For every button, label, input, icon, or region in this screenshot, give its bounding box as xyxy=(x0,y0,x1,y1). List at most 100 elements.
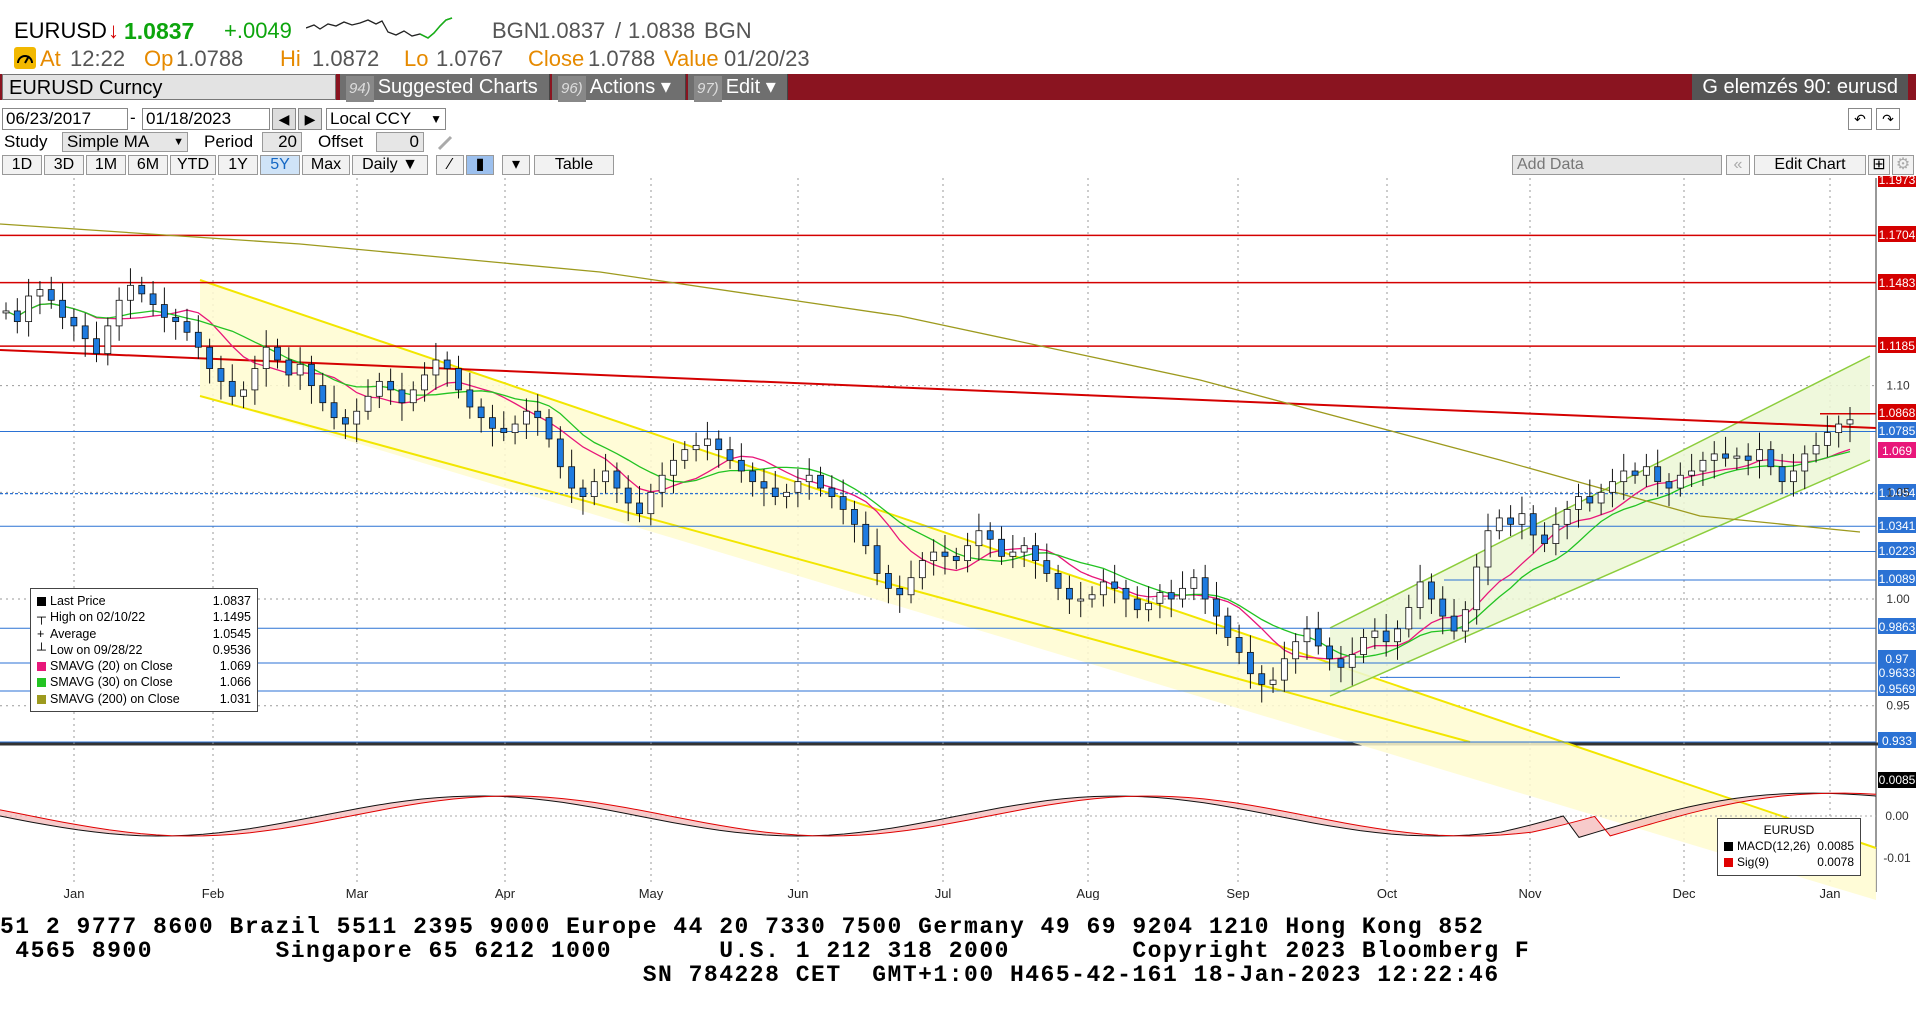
range-1d-button[interactable]: 1D xyxy=(2,155,42,175)
candle-body xyxy=(760,481,768,489)
candle-body xyxy=(93,338,100,355)
candle-body xyxy=(115,299,123,327)
candlesticks xyxy=(2,268,1854,703)
period-input[interactable]: 20 xyxy=(262,132,302,152)
legend-row-sma30: SMAVG (30) on Close 1.066 xyxy=(37,674,251,690)
candle-body xyxy=(1314,628,1322,647)
security-input[interactable]: EURUSD Curncy xyxy=(2,74,336,100)
candle-body xyxy=(1823,432,1831,446)
footer-line-3: SN 784228 CET GMT+1:00 H465-42-161 18-Ja… xyxy=(0,962,1500,988)
macd-line xyxy=(0,792,1877,838)
candle-body xyxy=(228,380,236,397)
gauge-icon xyxy=(14,47,36,69)
candle-body xyxy=(907,577,915,596)
edit-chart-button[interactable]: Edit Chart xyxy=(1754,155,1866,175)
candle-body xyxy=(986,530,994,540)
up-channel-lower xyxy=(1329,459,1871,697)
chart-settings-icon[interactable]: ⊞ xyxy=(1868,155,1890,175)
candle-body xyxy=(455,368,462,391)
candle-body xyxy=(500,427,508,433)
study-type: Simple MA xyxy=(67,132,150,151)
range-5y-button[interactable]: 5Y xyxy=(260,155,300,175)
candle-body xyxy=(285,359,293,376)
candle-body xyxy=(1303,628,1311,643)
candle-body xyxy=(1099,581,1107,596)
gear-icon[interactable]: ⚙ xyxy=(1892,155,1914,175)
candle-body xyxy=(1699,459,1707,472)
range-1y-button[interactable]: 1Y xyxy=(218,155,258,175)
candle-body xyxy=(1201,577,1209,600)
suggested-charts-button[interactable]: 94) Suggested Charts xyxy=(340,74,550,102)
high-value: 1.0872 xyxy=(312,46,380,71)
candle-body xyxy=(1812,444,1820,455)
candle-body xyxy=(1247,651,1254,675)
candle-body xyxy=(647,491,655,515)
price-tag-label: 1.0341 xyxy=(1879,519,1916,533)
range-ytd-button[interactable]: YTD xyxy=(170,155,216,175)
candle-body xyxy=(534,410,542,419)
study-type-select[interactable]: Simple MA ▼ xyxy=(62,132,188,152)
legend-swatch xyxy=(37,662,46,672)
price-tag-label: 1.0089 xyxy=(1879,572,1916,586)
actions-menu[interactable]: 96) Actions ▾ xyxy=(552,74,686,102)
legend-label: Average xyxy=(50,626,97,641)
bar-chart-icon[interactable]: ▮ xyxy=(466,155,494,175)
candle-body xyxy=(1733,455,1741,459)
chart-legend: Last Price 1.0837 ┬ High on 02/10/22 1.1495… xyxy=(30,588,258,712)
table-button[interactable]: Table xyxy=(534,155,614,175)
range-max-button[interactable]: Max xyxy=(302,155,350,175)
candle-body xyxy=(47,289,55,301)
candle-body xyxy=(590,481,598,497)
undo-button[interactable]: ↶ xyxy=(1848,108,1872,130)
offset-input[interactable]: 0 xyxy=(376,132,424,152)
price-tag-label: 0.9633 xyxy=(1879,666,1916,680)
frequency-select[interactable]: Daily ▼ xyxy=(352,155,428,175)
legend-value: 1.0545 xyxy=(212,626,251,641)
legend-value: 1.031 xyxy=(219,691,251,706)
candle-body xyxy=(1337,658,1345,668)
add-data-input[interactable]: Add Data xyxy=(1512,155,1722,175)
legend-label: High on 02/10/22 xyxy=(50,610,146,625)
candle-body xyxy=(1360,637,1367,655)
candle-body xyxy=(703,438,711,446)
range-3d-button[interactable]: 3D xyxy=(44,155,84,175)
chart-type-dropdown-icon[interactable]: ▾ xyxy=(502,155,530,175)
candle-body xyxy=(670,459,677,476)
prev-period-button[interactable]: ◀ xyxy=(272,108,296,130)
dropdown-arrow-icon: ▼ xyxy=(173,136,184,148)
high-marker-icon: ┬ xyxy=(37,610,46,625)
price-tag xyxy=(1878,517,1916,533)
range-6m-button[interactable]: 6M xyxy=(128,155,168,175)
edit-menu[interactable]: 97) Edit ▾ xyxy=(688,74,788,102)
line-chart-icon[interactable]: ⁄ xyxy=(436,155,464,175)
candle-body xyxy=(749,470,757,483)
next-period-button[interactable]: ▶ xyxy=(298,108,322,130)
candle-body xyxy=(1111,581,1119,589)
price-chart[interactable]: 1.1973 1.1704 1.1483 1.1185 1.0868 1.0785 1.06… xyxy=(0,176,1916,900)
collapse-icon[interactable]: « xyxy=(1726,155,1750,175)
x-month-label: Apr xyxy=(495,886,516,900)
legend-row-signal: Sig(9) 0.0078 xyxy=(1724,854,1854,870)
start-date-input[interactable]: 06/23/2017 xyxy=(2,108,128,130)
candle-body xyxy=(1586,496,1594,504)
price-tag xyxy=(1878,570,1916,586)
close-value: 1.0788 xyxy=(588,46,656,71)
candle-body xyxy=(1326,645,1334,660)
range-row: 1D 3D 1M 6M YTD 1Y 5Y Max Daily ▼ ⁄ ▮ ▾ … xyxy=(0,154,1916,176)
range-1m-button[interactable]: 1M xyxy=(86,155,126,175)
end-date-input[interactable]: 01/18/2023 xyxy=(142,108,270,130)
candle-body xyxy=(172,316,180,323)
pencil-icon[interactable] xyxy=(436,134,454,152)
ask-price: 1.0838 xyxy=(628,18,696,43)
price-source: BGN xyxy=(704,18,752,43)
macd-tick-label: 0.00 xyxy=(1885,809,1909,823)
currency-select[interactable]: Local CCY ▼ xyxy=(326,108,446,130)
redo-button[interactable]: ↷ xyxy=(1876,108,1900,130)
candle-body xyxy=(636,502,643,515)
price-tag xyxy=(1878,484,1916,500)
price-tag-label: 0.933 xyxy=(1882,734,1912,748)
quote-line: EURUSD ↓ 1.0837 +.0049 BGN 1.0837 / 1.08… xyxy=(14,14,1114,44)
date-range-row: 06/23/2017 - 01/18/2023 ◀ ▶ Local CCY ▼ ↶… xyxy=(0,106,1916,130)
candle-body xyxy=(1122,587,1130,600)
candle-body xyxy=(59,299,66,318)
